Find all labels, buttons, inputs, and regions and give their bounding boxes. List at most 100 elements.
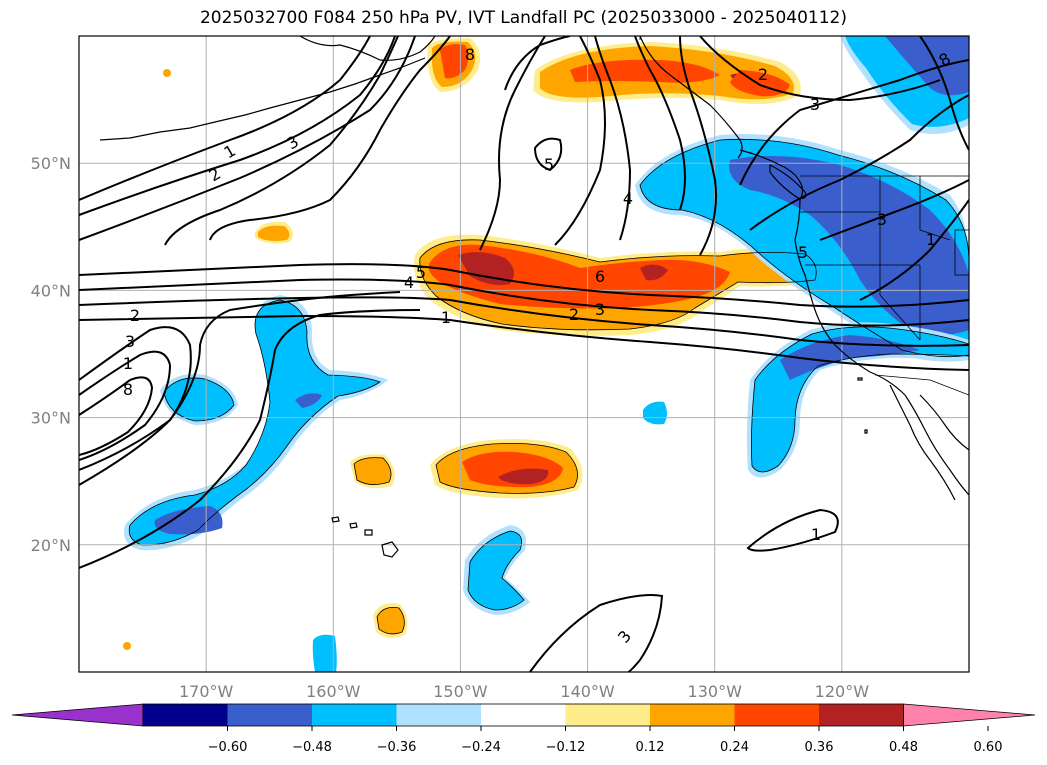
pv-contour-band-2 [79,278,969,327]
map-title: 2025032700 F084 250 hPa PV, IVT Landfall… [199,8,847,28]
shade-dot-south [123,642,131,650]
contour-label: 3 [125,332,135,351]
shade-south-central-peak [498,468,549,485]
coast-us-west [794,199,906,396]
colorbar-segment [481,704,566,726]
pv-contour-upper-3 [79,36,416,241]
lat-tick-label: 40°N [31,281,71,300]
coast-small-islands [857,377,868,434]
contour-label: 8 [123,380,133,399]
colorbar-extend-right [903,703,1036,727]
pv-contour-mid-5 [679,36,717,256]
coast-gulf-california [919,394,969,451]
pv-contour-south-2 [529,594,664,672]
lat-tick-label: 30°N [31,409,71,428]
contour-label: 4 [623,189,633,208]
shade-ne-band-core [885,36,969,96]
colorbar-tick-label: 0.36 [805,740,834,755]
pv-contour-west-5 [79,309,421,569]
pv-contour-band-1 [79,263,969,308]
lat-tick-label: 20°N [31,536,71,555]
contour-label: 2 [569,305,579,324]
lat-tick-label: 50°N [31,154,71,173]
lon-tick-label: 120°W [815,682,870,701]
contour-label: 2 [130,306,140,325]
colorbar-segment [227,704,312,726]
colorbar-segment [312,704,397,726]
pv-contour-mid-3 [594,36,632,241]
pv-contour-upper-1 [79,36,371,201]
pv-contour-loop [209,36,451,241]
coast-hawaii-oahu [349,522,358,529]
shade-blob-bottom [312,634,337,672]
outline-pnw [639,138,969,358]
outline-patch-156w [376,607,405,635]
colorbar-tick-label: 0.60 [974,740,1003,755]
contour-label: 1 [123,354,133,373]
pv-contours [79,36,969,672]
ivt-positive-shading [123,38,823,650]
shade-central-band-peak-east [640,264,668,281]
contour-label: 5 [416,263,426,282]
colorbar-tick-label: −0.24 [461,740,501,755]
colorbar-segment [143,704,228,726]
political-borders [639,36,969,396]
pv-contour-west-4 [79,291,401,486]
coast-hawaii-kauai [331,516,340,523]
contour-label: 4 [404,273,414,292]
pv-contour-upper-4 [164,36,399,246]
border-us-mexico [874,374,969,396]
contour-label: 3 [810,95,820,114]
map-frame [78,35,970,673]
colorbar-frame [142,703,904,727]
colorbar: −0.60 −0.48 −0.36 −0.24 −0.12 0.12 0.24 0.36 0.4… [11,703,1036,755]
pv-contour-band-3 [79,296,969,347]
outline-diag [128,299,381,546]
pv-contour-east-5 [699,36,941,102]
pv-contour-east-2 [749,94,969,231]
colorbar-tick-label: −0.48 [292,740,332,755]
outline-hook [467,530,525,611]
longitude-labels: 170°W 160°W 150°W 140°W 130°W 120°W [179,682,869,701]
outline-central-band [419,239,817,331]
coast-baja [904,394,969,496]
colorbar-segment [734,704,819,726]
shade-diag-mid [129,300,380,546]
contour-label: 3 [595,300,605,319]
border-ut-box [954,229,969,276]
coast-alaska-panhandle [639,36,743,159]
shade-dot-north [163,69,171,77]
pv-contour-south-1 [746,508,839,552]
latitude-labels: 20°N 30°N 40°N 50°N [31,154,71,555]
lon-tick-label: 140°W [560,682,615,701]
lon-tick-label: 130°W [688,682,743,701]
colorbar-tick-label: 0.24 [720,740,749,755]
colorbar-segment [819,704,904,726]
pv-contour-mid-4 [634,36,686,211]
contour-label: 1 [441,308,451,327]
shade-patch-165w-mid [258,225,290,241]
coastlines [99,36,969,558]
pv-contour-west-3 [79,376,154,456]
shade-aleutian-core [440,44,469,79]
contour-label: 8 [465,45,475,64]
contour-label: 1 [926,230,936,249]
colorbar-tick-label: −0.12 [546,740,586,755]
colorbar-tick-label: −0.60 [208,740,248,755]
colorbar-tick-label: 0.12 [636,740,665,755]
pv-contour-west-1 [79,326,192,471]
coast-bc [739,149,804,201]
contour-label: 2 [758,65,768,84]
lon-tick-label: 160°W [306,682,361,701]
pv-contour-mid-1 [479,36,546,251]
shade-hook-mid [468,531,524,610]
outline-socal [751,326,969,473]
coast-alaska-mainland [299,36,436,61]
outline-patch-157w [353,457,392,485]
pv-contour-east-6 [919,36,969,151]
shade-patch-157w-mid [354,457,391,485]
shade-blob-173w-mid [164,377,234,421]
coast-hawaii-maui [364,529,373,536]
